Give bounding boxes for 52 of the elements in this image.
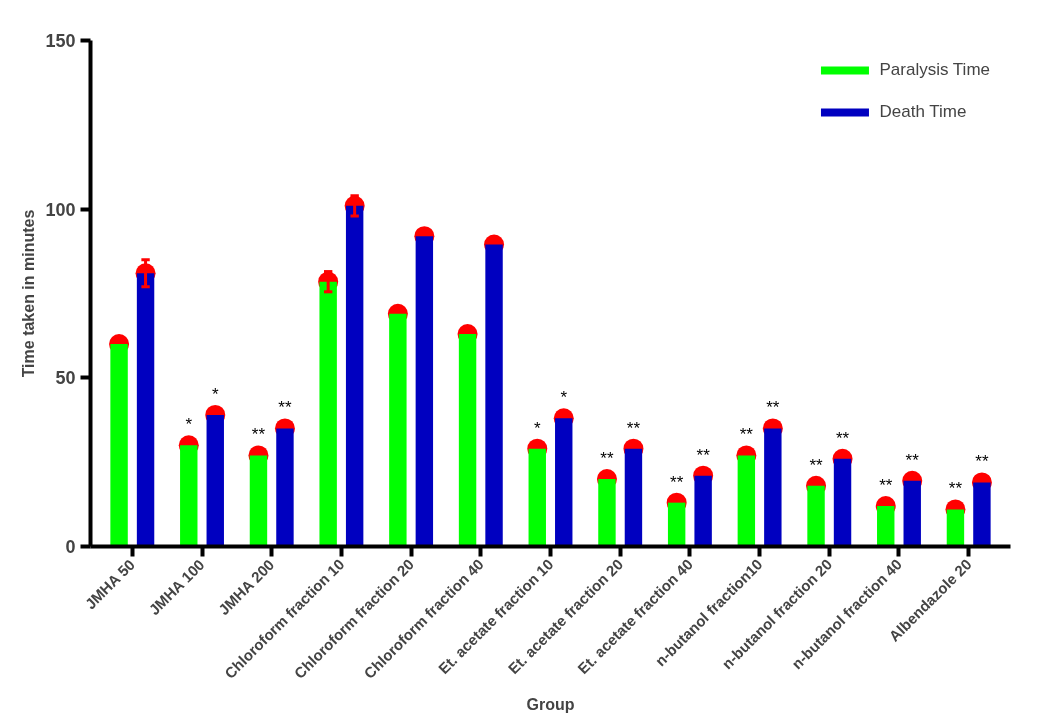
data-label: ** bbox=[879, 476, 893, 496]
data-label: * bbox=[211, 384, 219, 404]
data-label: ** bbox=[600, 449, 614, 469]
bar bbox=[833, 458, 852, 547]
y-tick-label: 100 bbox=[45, 199, 76, 220]
data-label: ** bbox=[835, 428, 850, 448]
y-tick-label: 0 bbox=[65, 537, 76, 557]
bar bbox=[136, 273, 155, 547]
bar bbox=[415, 236, 434, 547]
bar bbox=[345, 205, 364, 547]
data-label: * bbox=[185, 415, 193, 435]
data-label: ** bbox=[975, 452, 989, 472]
bar bbox=[694, 475, 712, 547]
data-label: ** bbox=[626, 418, 641, 438]
bar bbox=[737, 455, 756, 547]
bar bbox=[973, 482, 991, 547]
data-label: ** bbox=[251, 425, 266, 445]
data-label: * bbox=[560, 388, 568, 408]
y-tick-label: 50 bbox=[55, 368, 76, 389]
x-axis-title: Group bbox=[526, 695, 575, 713]
bar bbox=[667, 502, 686, 547]
bar bbox=[206, 414, 224, 547]
legend-label: Death Time bbox=[879, 102, 967, 122]
bar bbox=[624, 448, 643, 547]
bar bbox=[389, 313, 407, 547]
data-label: ** bbox=[809, 455, 824, 475]
bar bbox=[180, 445, 198, 547]
bar bbox=[319, 281, 337, 547]
data-label: ** bbox=[766, 398, 780, 418]
data-label: ** bbox=[278, 398, 292, 418]
bar bbox=[528, 448, 546, 547]
data-label: * bbox=[533, 418, 541, 438]
bar bbox=[110, 344, 128, 547]
bar bbox=[807, 485, 825, 547]
bar bbox=[903, 480, 921, 547]
data-label: ** bbox=[670, 472, 684, 492]
bar bbox=[458, 333, 477, 547]
y-axis-title: Time taken in minutes bbox=[20, 209, 38, 378]
legend-label: Paralysis Time bbox=[879, 60, 990, 80]
data-label: ** bbox=[696, 445, 711, 465]
bar bbox=[946, 509, 965, 547]
data-label: ** bbox=[948, 479, 963, 499]
bar bbox=[877, 506, 895, 547]
bar bbox=[555, 418, 573, 547]
bar bbox=[276, 428, 294, 547]
bar bbox=[764, 428, 782, 547]
bar bbox=[485, 244, 503, 547]
data-label: ** bbox=[905, 450, 920, 470]
y-tick-label: 150 bbox=[45, 31, 76, 51]
data-label: ** bbox=[739, 425, 754, 445]
bar bbox=[249, 455, 268, 547]
bar bbox=[598, 479, 616, 547]
